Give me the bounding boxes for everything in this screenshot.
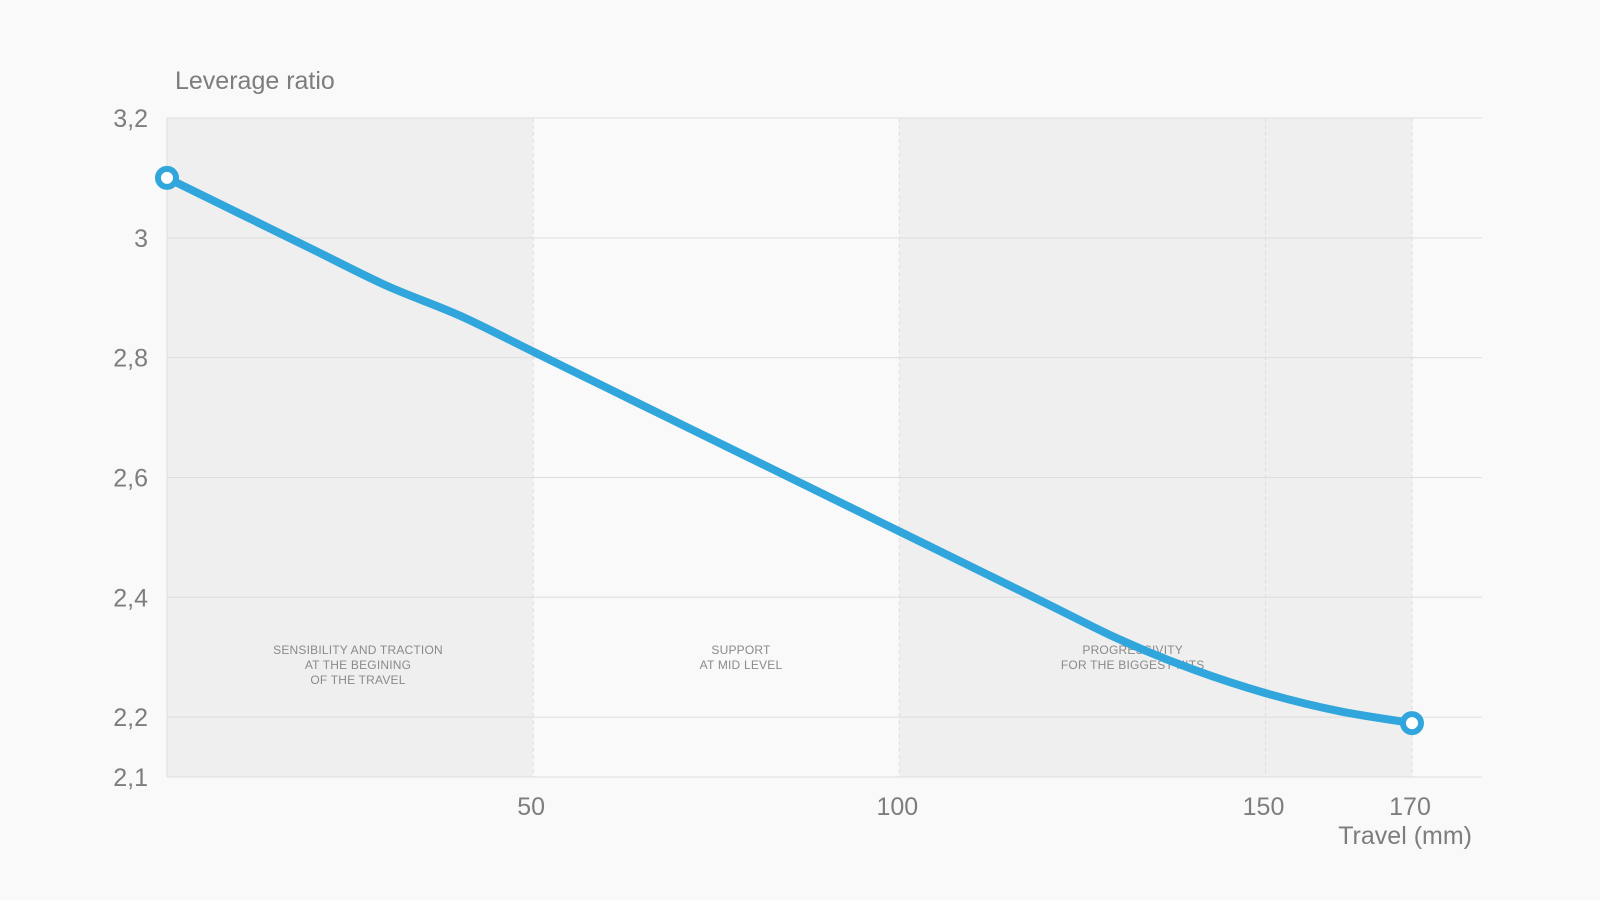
- y-tick-label-5: 2,2: [113, 704, 148, 732]
- x-tick-label-0: 50: [517, 793, 545, 821]
- x-tick-label-1: 100: [876, 793, 918, 821]
- grid-layer: [166, 117, 1482, 778]
- zone-band-2: [899, 118, 1412, 777]
- y-tick-label-6: 2,1: [113, 764, 148, 792]
- x-tick-label-2: 150: [1243, 793, 1285, 821]
- endpoint-marker-1: [1400, 711, 1424, 736]
- y-tick-label-1: 3: [134, 225, 148, 253]
- zone-label-1-line-0: SUPPORT: [711, 643, 771, 657]
- y-tick-label-2: 2,8: [113, 345, 148, 373]
- zone-label-0-line-0: SENSIBILITY AND TRACTION: [273, 643, 443, 657]
- series-layer: [155, 165, 1424, 736]
- x-axis-title: Travel (mm): [1338, 822, 1472, 850]
- zone-label-0-line-2: OF THE TRAVEL: [310, 673, 405, 687]
- y-tick-label-3: 2,6: [113, 464, 148, 492]
- y-axis-title: Leverage ratio: [175, 67, 335, 95]
- zone-label-1: SUPPORT AT MID LEVEL: [700, 643, 783, 672]
- zone-label-0-line-1: AT THE BEGINING: [305, 658, 411, 672]
- zone-band-0: [167, 118, 534, 777]
- ticks-layer: 3,2 3 2,8 2,6 2,4 2,2 2,1 50 100 150 170: [113, 105, 1431, 821]
- x-tick-label-3: 170: [1389, 793, 1431, 821]
- zone-label-0: SENSIBILITY AND TRACTION AT THE BEGINING O…: [273, 643, 443, 687]
- series-line-0: [163, 173, 1416, 728]
- zones-layer: [167, 118, 1412, 777]
- zone-label-1-line-1: AT MID LEVEL: [700, 658, 783, 672]
- endpoint-marker-0: [155, 165, 179, 190]
- y-tick-label-4: 2,4: [113, 584, 148, 612]
- y-tick-label-0: 3,2: [113, 105, 148, 133]
